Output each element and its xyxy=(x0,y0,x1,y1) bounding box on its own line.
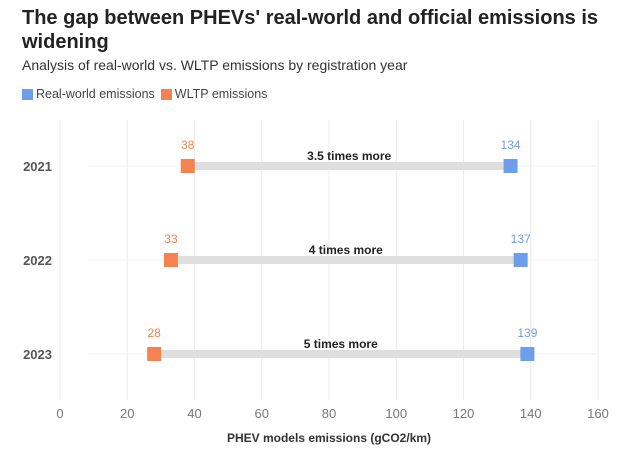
x-tick-label: 0 xyxy=(56,406,63,421)
wltp-marker xyxy=(180,159,195,173)
wltp-value-label: 28 xyxy=(147,326,161,340)
real-world-value-label: 134 xyxy=(501,138,521,152)
x-tick-label: 140 xyxy=(520,406,542,421)
real-world-value-label: 137 xyxy=(511,232,531,246)
gap-annotation: 3.5 times more xyxy=(307,149,391,163)
wltp-value-label: 33 xyxy=(164,232,178,246)
legend: Real-world emissions WLTP emissions xyxy=(22,87,267,101)
wltp-value-label: 38 xyxy=(181,138,195,152)
gap-annotation: 5 times more xyxy=(304,337,378,351)
real-world-marker xyxy=(520,347,535,361)
y-tick-label: 2022 xyxy=(23,253,52,268)
x-tick-label: 20 xyxy=(120,406,134,421)
x-axis-label: PHEV models emissions (gCO2/km) xyxy=(227,431,431,445)
real-world-marker xyxy=(513,253,528,267)
x-tick-label: 160 xyxy=(587,406,609,421)
x-tick-label: 80 xyxy=(322,406,336,421)
legend-swatch xyxy=(22,88,33,100)
legend-label: WLTP emissions xyxy=(174,87,268,101)
legend-label: Real-world emissions xyxy=(36,87,155,101)
gap-annotation: 4 times more xyxy=(309,243,383,257)
connector-bar xyxy=(187,162,511,170)
y-tick-label: 2021 xyxy=(23,159,52,174)
chart-subtitle: Analysis of real-world vs. WLTP emission… xyxy=(22,57,408,73)
real-world-value-label: 139 xyxy=(517,326,537,340)
legend-item-wltp: WLTP emissions xyxy=(160,87,268,101)
real-world-marker xyxy=(503,159,518,173)
connector-bar xyxy=(170,256,521,264)
legend-item-real-world: Real-world emissions xyxy=(22,87,155,101)
wltp-marker xyxy=(147,347,162,361)
wltp-marker xyxy=(163,253,178,267)
y-tick-label: 2023 xyxy=(23,347,52,362)
x-tick-label: 60 xyxy=(255,406,269,421)
x-tick-label: 40 xyxy=(187,406,201,421)
x-tick-label: 100 xyxy=(385,406,407,421)
legend-swatch xyxy=(160,88,172,100)
chart-title: The gap between PHEVs' real-world and of… xyxy=(22,7,599,53)
x-tick-label: 120 xyxy=(453,406,475,421)
connector-bar xyxy=(154,350,528,358)
